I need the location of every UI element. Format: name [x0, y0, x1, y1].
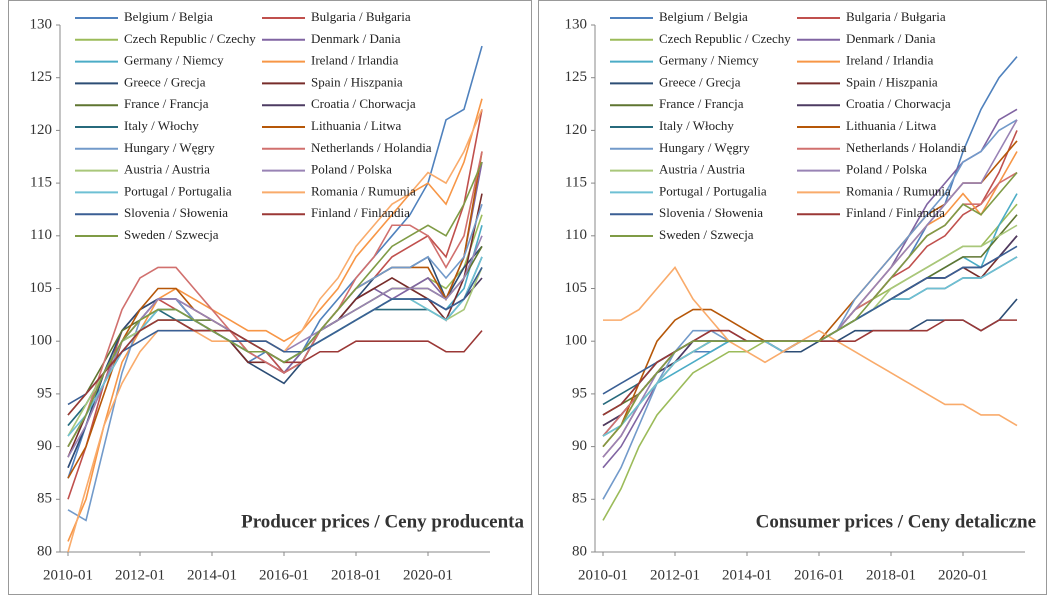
y-tick-label: 120: [30, 122, 53, 138]
y-tick-label: 110: [565, 227, 587, 243]
legend-label: Belgium / Belgia: [659, 9, 748, 24]
legend-label: Romania / Rumunia: [311, 183, 416, 198]
panel-border: [8, 0, 532, 595]
series-line: [67, 161, 483, 447]
y-tick-label: 95: [37, 385, 52, 401]
legend-label: Denmark / Dania: [311, 31, 401, 46]
legend-label: Lithuania / Litwa: [311, 118, 401, 133]
y-tick-label: 120: [565, 122, 588, 138]
legend-label: Hungary / Węgry: [124, 140, 215, 155]
legend-label: Germany / Niemcy: [659, 53, 759, 68]
legend-label: Finland / Finlandia: [311, 205, 410, 220]
legend-label: Italy / Włochy: [124, 118, 199, 133]
legend-label: Spain / Hiszpania: [311, 74, 403, 89]
x-tick-label: 2020-01: [938, 567, 988, 583]
series-line: [602, 214, 1018, 416]
legend-label: Poland / Polska: [311, 162, 392, 177]
legend-label: Spain / Hiszpania: [846, 74, 938, 89]
y-tick-label: 85: [37, 491, 52, 507]
legend-label: Romania / Rumunia: [846, 183, 951, 198]
y-tick-label: 110: [30, 227, 52, 243]
series-line: [602, 119, 1018, 500]
legend-label: Finland / Finlandia: [846, 205, 945, 220]
series-line: [67, 98, 483, 542]
y-tick-label: 90: [37, 438, 52, 454]
y-tick-label: 105: [30, 280, 53, 296]
series-line: [603, 266, 1018, 427]
y-tick-label: 115: [30, 175, 52, 191]
legend-label: Bulgaria / Bułgaria: [311, 9, 411, 24]
series-line: [67, 151, 483, 447]
y-tick-label: 80: [572, 543, 587, 559]
legend-label: Netherlands / Holandia: [846, 140, 967, 155]
legend-label: Ireland / Irlandia: [311, 53, 399, 68]
legend-label: Croatia / Chorwacja: [311, 96, 416, 111]
series-line: [67, 267, 483, 437]
legend-label: France / Francja: [124, 96, 209, 111]
series-line: [602, 130, 1018, 458]
x-tick-label: 2020-01: [403, 567, 453, 583]
legend-label: France / Francja: [659, 96, 744, 111]
legend-label: Belgium / Belgia: [124, 9, 213, 24]
x-tick-label: 2016-01: [794, 567, 844, 583]
legend-label: Slovenia / Słowenia: [124, 205, 228, 220]
legend-label: Czech Republic / Czechy: [659, 31, 791, 46]
y-tick-label: 130: [30, 16, 53, 32]
legend-label: Lithuania / Litwa: [846, 118, 936, 133]
y-tick-label: 115: [565, 175, 587, 191]
legend-label: Sweden / Szwecja: [659, 227, 754, 242]
x-tick-label: 2018-01: [331, 567, 381, 583]
x-tick-label: 2012-01: [650, 567, 700, 583]
y-tick-label: 80: [37, 543, 52, 559]
legend-label: Austria / Austria: [124, 162, 210, 177]
legend-label: Poland / Polska: [846, 162, 927, 177]
legend-label: Portugal / Portugalia: [124, 183, 232, 198]
legend-label: Hungary / Węgry: [659, 140, 750, 155]
x-tick-label: 2010-01: [578, 567, 628, 583]
x-tick-label: 2012-01: [115, 567, 165, 583]
annotation: Consumer prices / Ceny detaliczne: [756, 511, 1036, 532]
y-tick-label: 105: [565, 280, 588, 296]
y-tick-label: 85: [572, 491, 587, 507]
y-tick-label: 125: [565, 69, 588, 85]
x-tick-label: 2014-01: [722, 567, 772, 583]
legend-label: Portugal / Portugalia: [659, 183, 767, 198]
legend-label: Italy / Włochy: [659, 118, 734, 133]
y-tick-label: 90: [572, 438, 587, 454]
y-tick-label: 95: [572, 385, 587, 401]
panel-border: [538, 0, 1047, 595]
legend-label: Ireland / Irlandia: [846, 53, 934, 68]
series-line: [67, 151, 483, 479]
legend-label: Croatia / Chorwacja: [846, 96, 951, 111]
legend-label: Sweden / Szwecja: [124, 227, 219, 242]
x-tick-label: 2014-01: [187, 567, 237, 583]
y-tick-label: 100: [565, 333, 588, 349]
y-tick-label: 130: [565, 16, 588, 32]
y-tick-label: 125: [30, 69, 53, 85]
legend-label: Czech Republic / Czechy: [124, 31, 256, 46]
series-line: [602, 172, 1018, 448]
y-tick-label: 100: [30, 333, 53, 349]
series-line: [67, 267, 483, 406]
legend-label: Greece / Grecja: [659, 74, 741, 89]
legend-label: Netherlands / Holandia: [311, 140, 432, 155]
x-tick-label: 2018-01: [866, 567, 916, 583]
annotation: Producer prices / Ceny producenta: [241, 511, 524, 532]
legend-label: Austria / Austria: [659, 162, 745, 177]
legend-label: Bulgaria / Bułgaria: [846, 9, 946, 24]
x-tick-label: 2010-01: [43, 567, 93, 583]
legend-label: Greece / Grecja: [124, 74, 206, 89]
legend-label: Slovenia / Słowenia: [659, 205, 763, 220]
x-tick-label: 2016-01: [259, 567, 309, 583]
legend-label: Denmark / Dania: [846, 31, 936, 46]
legend-label: Germany / Niemcy: [124, 53, 224, 68]
